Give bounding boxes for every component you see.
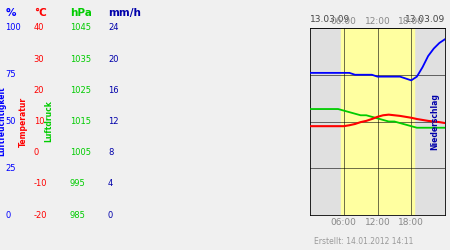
Text: 50: 50 — [5, 117, 16, 126]
Text: 0: 0 — [34, 148, 39, 157]
Text: 1025: 1025 — [70, 86, 91, 95]
Text: Niederschlag: Niederschlag — [430, 93, 439, 150]
Text: 12:00: 12:00 — [364, 16, 391, 26]
Text: 20: 20 — [34, 86, 44, 95]
Text: 16: 16 — [108, 86, 119, 95]
Text: Luftfeuchtigkeit: Luftfeuchtigkeit — [0, 87, 7, 156]
Text: 985: 985 — [70, 210, 86, 220]
Text: 18:00: 18:00 — [398, 16, 424, 26]
Text: 0: 0 — [5, 210, 11, 220]
Text: 1035: 1035 — [70, 55, 91, 64]
Text: °C: °C — [34, 8, 46, 18]
Bar — [341, 28, 414, 215]
Text: 1015: 1015 — [70, 117, 91, 126]
Text: 25: 25 — [5, 164, 16, 173]
Text: 1005: 1005 — [70, 148, 91, 157]
Text: 24: 24 — [108, 24, 118, 32]
Text: 13.03.09: 13.03.09 — [405, 15, 445, 24]
Text: 12: 12 — [108, 117, 118, 126]
Text: 4: 4 — [108, 179, 113, 188]
Text: Temperatur: Temperatur — [19, 96, 28, 146]
Text: 13.03.09: 13.03.09 — [310, 15, 350, 24]
Text: 30: 30 — [34, 55, 45, 64]
Text: hPa: hPa — [70, 8, 92, 18]
Text: 10: 10 — [34, 117, 44, 126]
Text: 0: 0 — [108, 210, 113, 220]
Text: 20: 20 — [108, 55, 118, 64]
Text: Erstellt: 14.01.2012 14:11: Erstellt: 14.01.2012 14:11 — [315, 237, 414, 246]
Text: Luftdruck: Luftdruck — [44, 100, 53, 142]
Text: -20: -20 — [34, 210, 47, 220]
Text: 75: 75 — [5, 70, 16, 79]
Text: %: % — [5, 8, 16, 18]
Text: 1045: 1045 — [70, 24, 91, 32]
Text: mm/h: mm/h — [108, 8, 141, 18]
Text: 995: 995 — [70, 179, 86, 188]
Text: 8: 8 — [108, 148, 113, 157]
Text: 100: 100 — [5, 24, 21, 32]
Text: 40: 40 — [34, 24, 44, 32]
Text: 06:00: 06:00 — [331, 16, 357, 26]
Text: -10: -10 — [34, 179, 47, 188]
